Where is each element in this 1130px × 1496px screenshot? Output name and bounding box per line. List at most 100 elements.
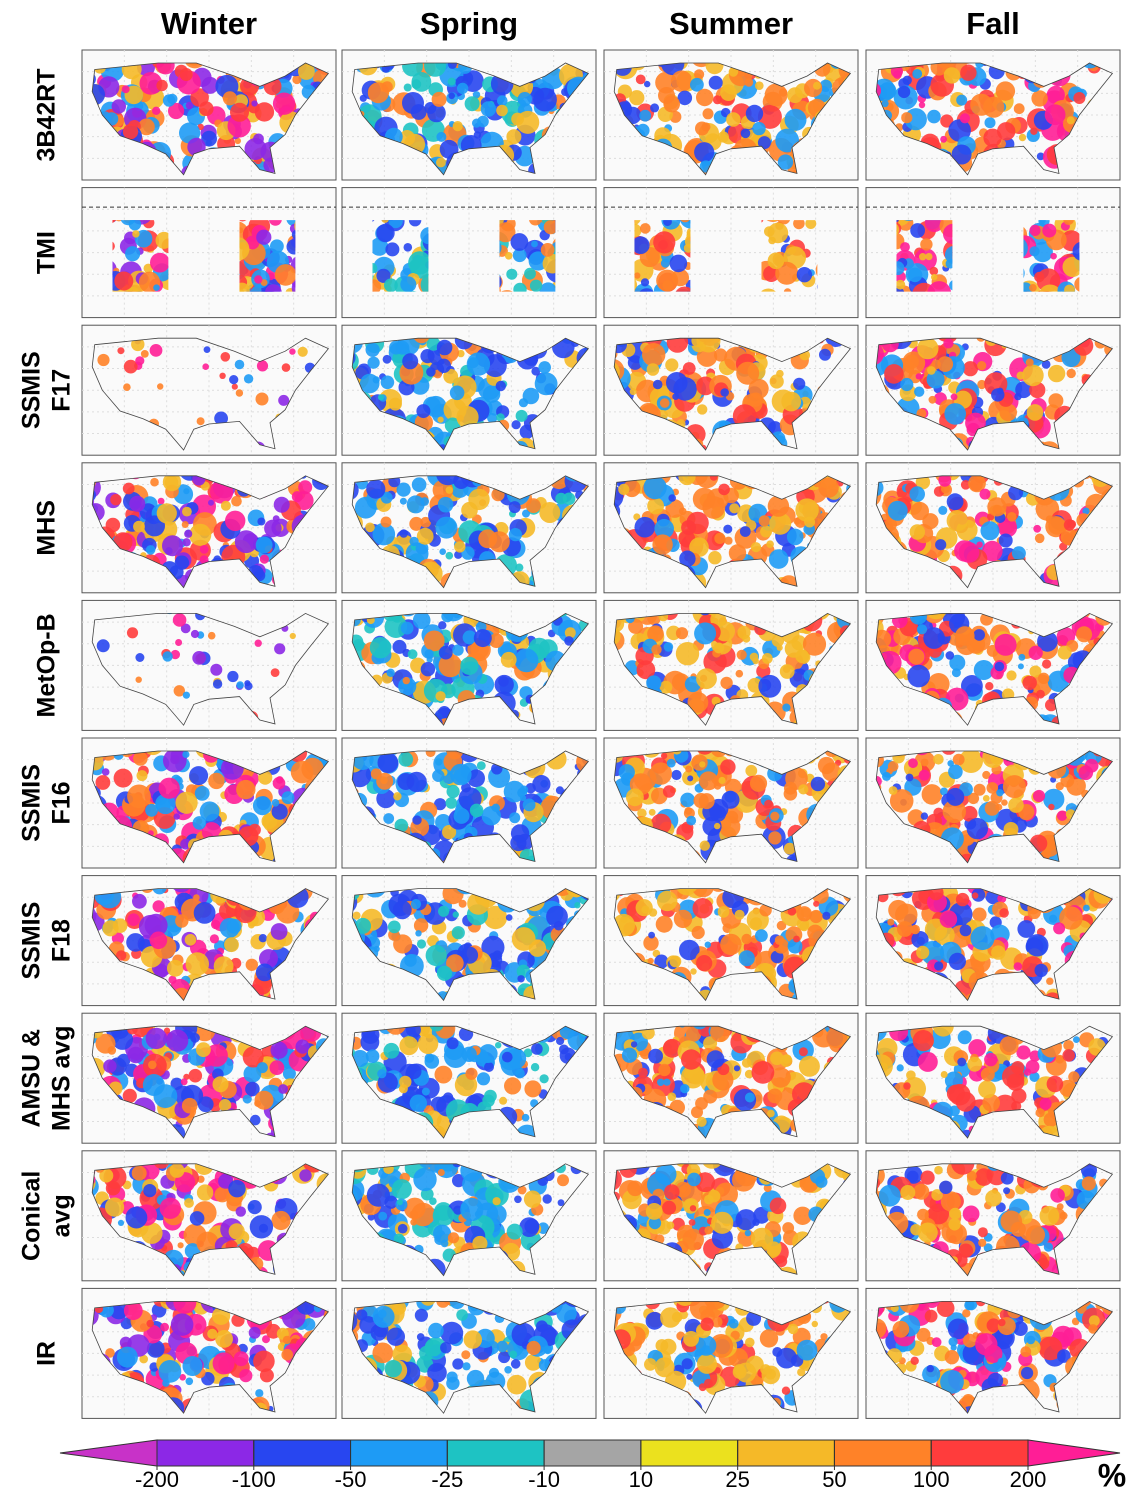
precip-blob xyxy=(403,677,410,684)
precip-blob xyxy=(420,349,434,363)
precip-blob xyxy=(947,510,968,531)
precip-blob xyxy=(420,497,429,506)
column-title: Spring xyxy=(420,6,518,41)
map-panel xyxy=(860,180,1130,329)
precip-blob xyxy=(944,403,966,425)
precip-blob xyxy=(797,267,812,282)
precip-blob xyxy=(251,100,257,106)
precip-blob xyxy=(509,501,521,513)
precip-blob xyxy=(1045,104,1066,125)
precip-blob xyxy=(676,642,699,665)
precip-blob xyxy=(997,388,1004,395)
precip-blob xyxy=(1031,90,1047,106)
precip-blob xyxy=(125,246,140,261)
precip-blob xyxy=(920,238,932,250)
precip-blob xyxy=(888,501,908,521)
map-panel xyxy=(333,730,606,878)
map-panel xyxy=(857,453,1127,601)
precip-blob xyxy=(389,398,402,411)
precip-blob xyxy=(501,652,517,668)
map-panel xyxy=(334,454,604,602)
precip-blob xyxy=(426,367,436,377)
precip-blob xyxy=(742,635,750,643)
row-label: Conical xyxy=(18,1171,46,1261)
precip-blob xyxy=(465,96,480,111)
precip-blob xyxy=(438,497,454,513)
precip-blob xyxy=(468,489,489,510)
precip-blob xyxy=(182,538,190,546)
precip-blob xyxy=(650,103,659,112)
precip-blob xyxy=(127,627,138,638)
map-panel xyxy=(860,593,1128,739)
precip-blob xyxy=(208,773,224,789)
precip-blob xyxy=(519,398,528,407)
precip-blob xyxy=(435,517,457,539)
precip-blob xyxy=(516,410,528,422)
precip-blob xyxy=(135,356,144,365)
precip-blob xyxy=(256,537,273,554)
precip-blob xyxy=(635,517,656,538)
precip-blob xyxy=(1076,626,1092,642)
precip-blob xyxy=(952,668,961,677)
precip-blob xyxy=(411,79,421,89)
precip-blob xyxy=(1022,676,1036,690)
precip-blob xyxy=(765,84,788,107)
precip-blob xyxy=(219,373,225,379)
precip-blob xyxy=(795,498,818,521)
precip-blob xyxy=(150,478,159,487)
row-label: SSMIS xyxy=(18,902,46,980)
row-label: SSMIS xyxy=(18,764,46,842)
precip-blob xyxy=(153,284,160,291)
precip-blob xyxy=(909,486,925,502)
precip-blob xyxy=(114,272,133,291)
row-label: F18 xyxy=(48,919,76,962)
precip-blob xyxy=(439,548,446,555)
precip-blob xyxy=(158,498,165,505)
precip-blob xyxy=(1048,365,1065,382)
precip-blob xyxy=(759,515,770,526)
precip-blob xyxy=(951,394,958,401)
precip-blob xyxy=(768,495,789,516)
precip-blob xyxy=(737,650,747,660)
precip-blob xyxy=(437,359,451,373)
precip-blob xyxy=(1035,534,1045,544)
precip-blob xyxy=(96,775,111,790)
precip-blob xyxy=(511,233,529,251)
row-label: F16 xyxy=(48,781,76,824)
precip-blob xyxy=(478,529,497,548)
precip-blob xyxy=(724,537,732,545)
map-panel xyxy=(334,315,603,464)
precip-blob xyxy=(555,493,567,505)
precip-blob xyxy=(632,236,650,254)
precip-blob xyxy=(696,668,717,689)
precip-blob xyxy=(417,528,434,545)
precip-blob xyxy=(647,363,660,376)
precip-blob xyxy=(694,69,704,79)
precip-blob xyxy=(497,95,508,106)
precip-blob xyxy=(630,388,637,395)
precip-blob xyxy=(723,525,732,534)
precip-blob xyxy=(959,542,980,563)
precip-blob xyxy=(703,108,714,119)
precip-blob xyxy=(1029,646,1043,660)
precip-blob xyxy=(793,378,805,390)
precip-blob xyxy=(639,110,651,122)
precip-blob xyxy=(273,777,286,790)
precip-blob xyxy=(963,361,978,376)
precip-blob xyxy=(213,679,222,688)
precip-blob xyxy=(150,253,170,273)
precip-blob xyxy=(450,386,465,401)
precip-blob xyxy=(672,393,679,400)
precip-blob xyxy=(1014,393,1021,400)
precip-blob xyxy=(368,82,389,103)
precip-blob xyxy=(232,384,238,390)
precip-blob xyxy=(1029,246,1039,256)
precip-blob xyxy=(900,242,910,252)
precip-blob xyxy=(152,107,160,115)
precip-blob xyxy=(515,564,523,572)
precip-blob xyxy=(538,361,551,374)
precip-blob xyxy=(636,75,646,85)
precip-blob xyxy=(758,675,781,698)
precip-blob xyxy=(244,374,253,383)
precip-blob xyxy=(282,791,295,804)
